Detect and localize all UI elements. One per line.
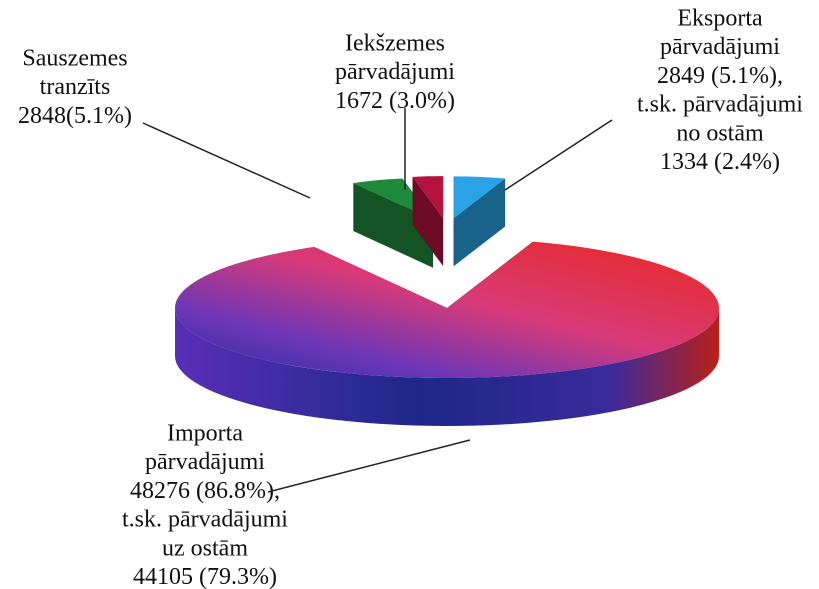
- slice-side: [453, 178, 506, 267]
- slice-label: t.sk. pārvadājumi: [122, 507, 288, 533]
- leader-line: [267, 439, 471, 493]
- slice-label: pārvadājumi: [145, 449, 265, 475]
- slice-label: uz ostām: [162, 535, 248, 561]
- slice-label: 48276 (86.8%),: [130, 478, 280, 504]
- slice-label: 2849 (5.1%),: [657, 63, 783, 89]
- slice-top: [412, 176, 444, 219]
- slice: [412, 176, 444, 267]
- slice-top: [174, 241, 720, 379]
- slice-label: Eksporta: [677, 6, 763, 32]
- slice-label: pārvadājumi: [335, 59, 455, 85]
- slice-top: [453, 176, 506, 219]
- slice: [174, 241, 720, 426]
- slice-label: pārvadājumi: [660, 34, 780, 60]
- slice-label: Sauszemes: [22, 46, 127, 72]
- slice: [453, 176, 506, 267]
- pie: [174, 176, 720, 426]
- slice-side: [353, 183, 434, 268]
- slice-label: 1672 (3.0%): [335, 88, 455, 114]
- slice-label: Importa: [167, 421, 243, 447]
- slice-rim: [175, 308, 719, 426]
- slice-label: 2848(5.1%): [18, 103, 132, 129]
- slice-label: t.sk. pārvadājumi: [637, 92, 803, 118]
- slice-label: tranzīts: [40, 74, 111, 100]
- slice-label: 1334 (2.4%): [660, 149, 780, 175]
- leader-line: [142, 122, 311, 199]
- slice-label: Iekšzemes: [345, 31, 445, 57]
- leader-line: [504, 119, 613, 191]
- slice-side: [412, 176, 444, 267]
- slice-label: no ostām: [676, 120, 764, 146]
- slice-label: 44105 (79.3%): [133, 564, 277, 589]
